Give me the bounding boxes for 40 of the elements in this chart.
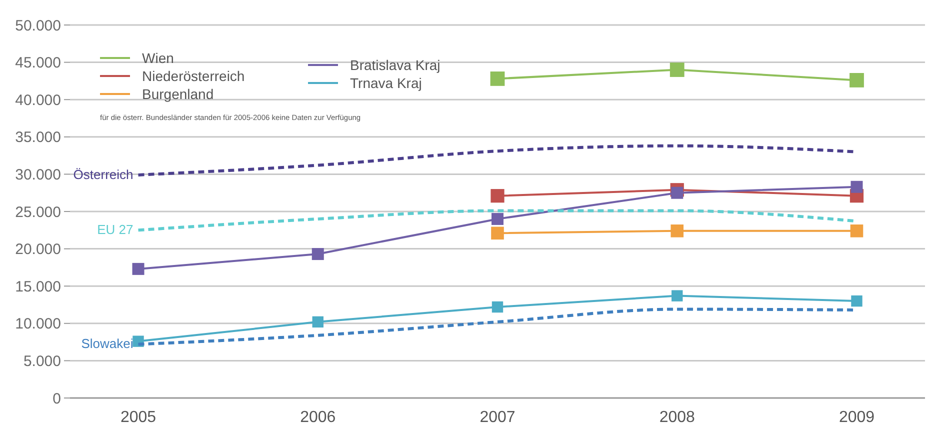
legend-label: Wien [142,50,174,66]
point [312,248,324,260]
x-tick-label: 2008 [659,409,696,426]
y-tick-label: 25.000 [15,204,61,221]
point [672,290,683,302]
point [490,72,505,86]
legend-label: Trnava Kraj [350,74,422,91]
point [850,180,863,193]
y-tick-label: 15.000 [15,278,61,296]
point [132,262,144,275]
y-tick-label: 20.000 [15,241,61,258]
y-tick-label: 30.000 [15,166,61,184]
point [492,301,504,313]
y-tick-label: 45.000 [15,54,61,72]
point [851,295,862,307]
y-tick-label: 50.000 [15,17,61,34]
point [850,73,864,88]
legend-label: Niederösterreich [142,68,245,84]
y-tick-label: 40.000 [15,92,61,109]
series-label: Slowakei [81,336,134,352]
x-tick-label: 2006 [300,409,336,426]
point [491,226,504,240]
x-tick-label: 2009 [838,409,875,426]
series-label: Österreich [73,166,134,182]
y-tick-label: 0 [52,390,61,408]
y-tick-label: 10.000 [15,316,61,333]
point [492,212,504,225]
y-tick-label: 35.000 [15,129,61,146]
legend-label: Burgenland [142,86,214,102]
point [312,316,324,328]
y-tick-label: 5.000 [23,352,61,370]
point [850,224,864,238]
x-tick-label: 2005 [120,409,156,426]
series-label: EU 27 [97,222,134,238]
legend-label: Bratislava Kraj [350,56,440,73]
point [670,62,684,77]
x-tick-label: 2007 [480,409,516,426]
point [671,186,684,199]
point [490,189,504,203]
point [670,224,684,238]
